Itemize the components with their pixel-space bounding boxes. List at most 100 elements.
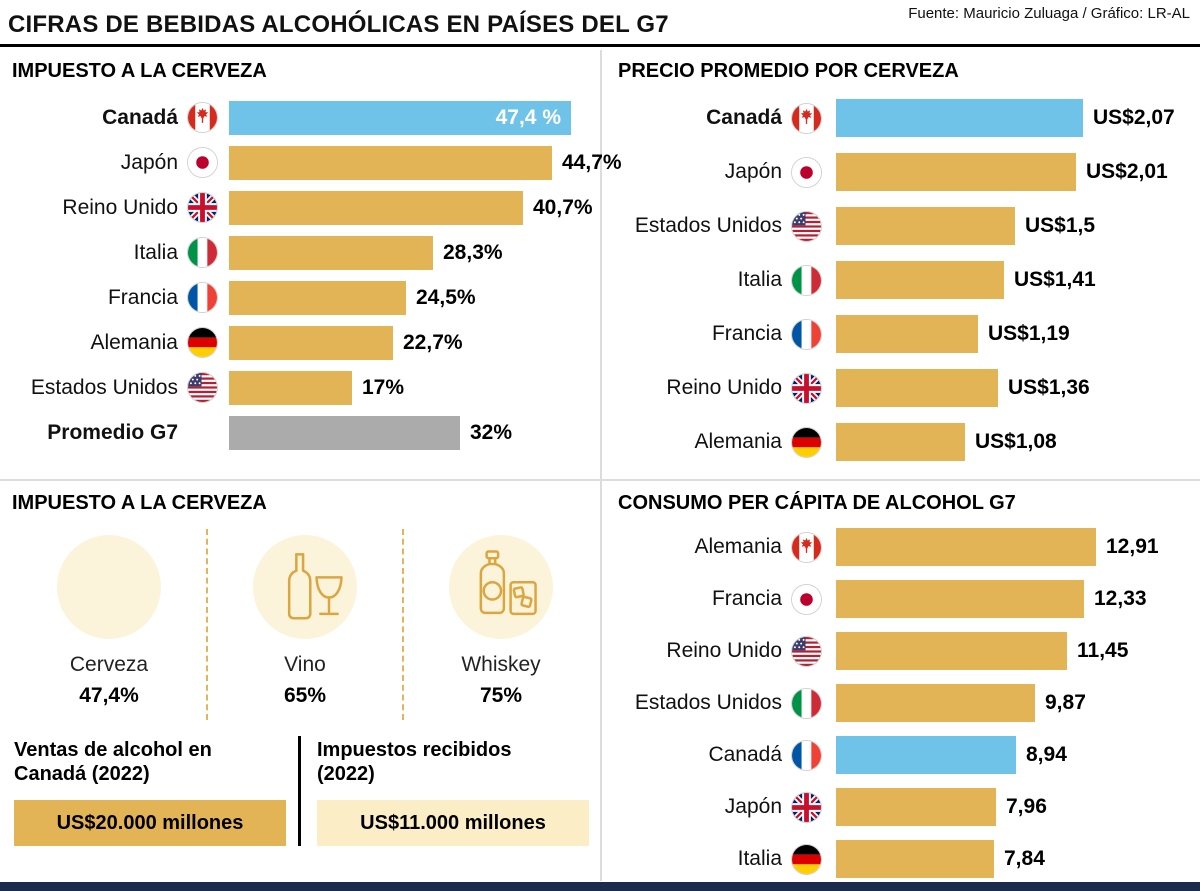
- bar-value: 17%: [362, 375, 405, 399]
- drink-value: 47,4%: [79, 684, 139, 707]
- bar-value: 40,7%: [533, 195, 593, 219]
- horizontal-divider: [0, 479, 1200, 481]
- section-per-capita: CONSUMO PER CÁPITA DE ALCOHOL G7 Alemani…: [612, 482, 1200, 883]
- title-rule: [0, 44, 1200, 47]
- value-bar: [836, 207, 1015, 245]
- bar-row: Alemania 22,7%: [12, 320, 598, 365]
- japan-flag-icon: [187, 147, 218, 178]
- bar-value: US$1,08: [975, 430, 1057, 453]
- bar-value: US$1,36: [1008, 376, 1090, 399]
- bar-value: 8,94: [1026, 743, 1067, 766]
- country-label: Reino Unido: [666, 376, 782, 399]
- japan-flag-icon: [791, 156, 822, 188]
- value-bar: [836, 369, 998, 407]
- country-label: Japón: [724, 795, 782, 818]
- beer-price-chart: Canadá US$2,07 Japón US$2,01 Estados Unidos U…: [618, 91, 1200, 469]
- country-label: Estados Unidos: [634, 214, 782, 237]
- bar-row: Reino Unido US$1,36: [618, 361, 1200, 415]
- value-bar: [836, 423, 965, 461]
- beer-icon: [57, 535, 161, 639]
- source-credit: Fuente: Mauricio Zuluaga / Gráfico: LR-A…: [908, 5, 1190, 22]
- bar-row: Francia 12,33: [618, 573, 1200, 625]
- country-label: Reino Unido: [666, 639, 782, 662]
- country-label: Francia: [711, 587, 782, 610]
- bar-row: Francia US$1,19: [618, 307, 1200, 361]
- bar-row: Canadá 47,4 %: [12, 95, 598, 140]
- france-flag-icon: [791, 739, 822, 771]
- bar-value: 12,91: [1106, 535, 1159, 558]
- section-beer-tax: IMPUESTO A LA CERVEZA Canadá 47,4 % Japón 4…: [0, 48, 622, 478]
- country-label: Alemania: [90, 330, 178, 354]
- country-label: Italia: [737, 268, 782, 291]
- value-bar: 47,4 %: [229, 100, 571, 135]
- bar-row: Estados Unidos 17%: [12, 365, 598, 410]
- bottom-accent-strip: [0, 882, 1200, 891]
- callout-taxes: Impuestos recibidos (2022) US$11.000 mil…: [298, 736, 598, 846]
- bar-value: 9,87: [1045, 691, 1086, 714]
- usa-flag-icon: [791, 210, 822, 242]
- callouts: Ventas de alcohol en Canadá (2022) US$20…: [12, 736, 598, 846]
- bar-value: US$2,01: [1086, 160, 1168, 183]
- france-flag-icon: [187, 282, 218, 313]
- value-bar: [229, 235, 433, 270]
- bar-value: 32%: [470, 420, 513, 444]
- drink-label: Vino: [284, 653, 326, 676]
- bar-value: US$2,07: [1093, 106, 1175, 129]
- uk-flag-icon: [187, 192, 218, 223]
- drink-value: 75%: [479, 684, 523, 707]
- bar-row: Canadá 8,94: [618, 729, 1200, 781]
- section-title-beer-price: PRECIO PROMEDIO POR CERVEZA: [618, 60, 959, 82]
- bar-row: Reino Unido 40,7%: [12, 185, 598, 230]
- usa-flag-icon: [187, 372, 218, 403]
- canada-flag-icon: [187, 102, 218, 133]
- vertical-divider: [600, 50, 602, 881]
- france-flag-icon: [791, 318, 822, 350]
- italy-flag-icon: [791, 687, 822, 719]
- country-label: Estados Unidos: [634, 691, 782, 714]
- country-label: Alemania: [694, 430, 782, 453]
- country-label: Francia: [711, 322, 782, 345]
- value-bar: [229, 280, 406, 315]
- bar-row: Estados Unidos US$1,5: [618, 199, 1200, 253]
- bar-value: 12,33: [1094, 587, 1147, 610]
- value-bar: [229, 370, 352, 405]
- bar-row: Japón 44,7%: [12, 140, 622, 185]
- country-label: Canadá: [706, 106, 782, 129]
- wine-icon: [253, 535, 357, 639]
- drink-label: Whiskey: [461, 653, 541, 676]
- value-bar: [836, 840, 994, 878]
- value-bar: [836, 528, 1096, 566]
- country-label: Italia: [133, 240, 178, 264]
- canada-flag-icon: [791, 102, 822, 134]
- bar-value: 44,7%: [562, 150, 622, 174]
- value-bar: [836, 315, 978, 353]
- drink-beer: Cerveza 47,4%: [12, 529, 206, 720]
- country-label: Japón: [120, 150, 178, 174]
- section-title-beer-tax: IMPUESTO A LA CERVEZA: [12, 60, 267, 82]
- country-label: Promedio G7: [47, 420, 178, 444]
- country-label: Canadá: [708, 743, 782, 766]
- value-bar: [229, 145, 552, 180]
- country-label: Alemania: [694, 535, 782, 558]
- country-label: Francia: [107, 285, 178, 309]
- country-label: Reino Unido: [62, 195, 178, 219]
- bar-row: Italia 28,3%: [12, 230, 598, 275]
- section-title-tax-by-drink: IMPUESTO A LA CERVEZA: [12, 492, 267, 514]
- value-bar: [836, 261, 1004, 299]
- value-bar: [836, 99, 1083, 137]
- usa-flag-icon: [791, 635, 822, 667]
- value-bar: [229, 325, 393, 360]
- beer-tax-chart: Canadá 47,4 % Japón 44,7% Reino Unido 40,7% It…: [12, 95, 622, 455]
- value-bar: [836, 632, 1067, 670]
- bar-value: 47,4 %: [495, 105, 561, 129]
- country-label: Italia: [737, 847, 782, 870]
- country-label: Canadá: [102, 105, 178, 129]
- callout-title: Ventas de alcohol en Canadá (2022): [14, 739, 212, 786]
- section-title-per-capita: CONSUMO PER CÁPITA DE ALCOHOL G7: [618, 492, 1016, 514]
- uk-flag-icon: [791, 372, 822, 404]
- callout-value-box: US$20.000 millones: [14, 800, 286, 846]
- drink-label: Cerveza: [69, 653, 149, 676]
- drink-whiskey: Whiskey 75%: [402, 529, 598, 720]
- value-bar: [229, 415, 460, 450]
- italy-flag-icon: [187, 237, 218, 268]
